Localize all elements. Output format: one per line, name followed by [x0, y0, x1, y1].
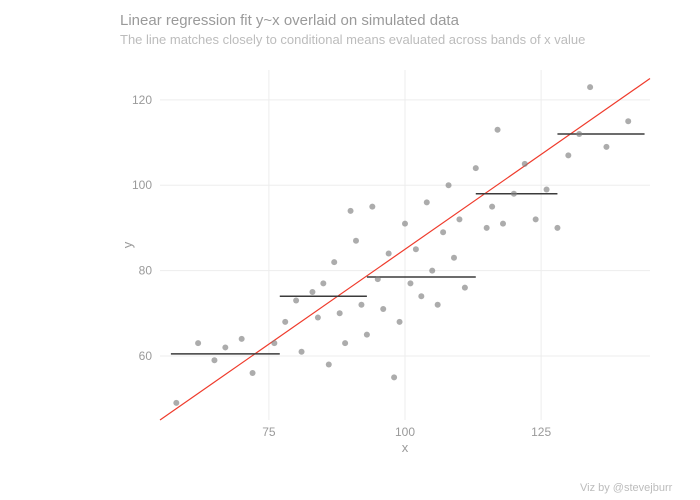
data-point	[337, 310, 343, 316]
data-point	[282, 319, 288, 325]
y-tick-label: 60	[139, 349, 153, 363]
data-point	[587, 84, 593, 90]
data-point	[413, 246, 419, 252]
chart-caption: Viz by @stevejburr	[580, 482, 672, 494]
chart-subtitle: The line matches closely to conditional …	[120, 32, 585, 47]
data-point	[603, 144, 609, 150]
data-point	[211, 357, 217, 363]
data-point	[391, 374, 397, 380]
data-point	[358, 302, 364, 308]
x-axis-title: x	[402, 440, 409, 455]
data-point	[544, 187, 550, 193]
data-point	[440, 229, 446, 235]
data-point	[195, 340, 201, 346]
x-tick-label: 125	[531, 425, 551, 439]
x-tick-label: 75	[262, 425, 276, 439]
data-point	[451, 255, 457, 261]
data-point	[489, 204, 495, 210]
data-point	[331, 259, 337, 265]
data-point	[342, 340, 348, 346]
data-point	[222, 344, 228, 350]
x-tick-label: 100	[395, 425, 415, 439]
data-point	[522, 161, 528, 167]
data-point	[293, 297, 299, 303]
data-point	[418, 293, 424, 299]
data-point	[315, 315, 321, 321]
data-point	[402, 221, 408, 227]
data-point	[435, 302, 441, 308]
data-point	[554, 225, 560, 231]
data-point	[320, 280, 326, 286]
data-point	[429, 268, 435, 274]
data-point	[511, 191, 517, 197]
data-point	[239, 336, 245, 342]
data-point	[364, 332, 370, 338]
data-point	[484, 225, 490, 231]
y-tick-label: 80	[139, 264, 153, 278]
data-point	[473, 165, 479, 171]
chart-title: Linear regression fit y~x overlaid on si…	[120, 12, 459, 29]
data-point	[348, 208, 354, 214]
data-point	[326, 362, 332, 368]
data-point	[533, 216, 539, 222]
data-point	[456, 216, 462, 222]
data-point	[424, 199, 430, 205]
y-axis-title: y	[120, 241, 135, 248]
data-point	[462, 285, 468, 291]
data-point	[625, 118, 631, 124]
data-point	[386, 251, 392, 257]
data-point	[380, 306, 386, 312]
data-point	[565, 152, 571, 158]
data-point	[407, 280, 413, 286]
data-point	[353, 238, 359, 244]
scatter-plot: 75 100 125 60 80 100 120 x y	[120, 60, 660, 460]
data-point	[375, 276, 381, 282]
y-tick-label: 120	[132, 93, 152, 107]
data-point	[271, 340, 277, 346]
data-point	[173, 400, 179, 406]
data-point	[299, 349, 305, 355]
y-tick-label: 100	[132, 178, 152, 192]
data-point	[576, 131, 582, 137]
data-point	[397, 319, 403, 325]
data-point	[369, 204, 375, 210]
data-point	[250, 370, 256, 376]
data-point	[500, 221, 506, 227]
data-point	[446, 182, 452, 188]
data-point	[309, 289, 315, 295]
data-point	[495, 127, 501, 133]
